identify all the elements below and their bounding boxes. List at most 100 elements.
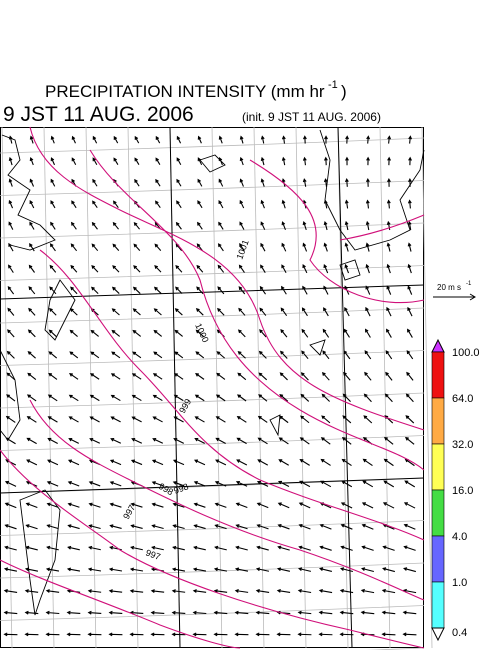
wind-arrow [407, 328, 413, 338]
wind-arrow [237, 372, 247, 381]
isobar-label: 997 [144, 547, 162, 562]
wind-arrow [175, 286, 183, 295]
wind-arrow [281, 135, 286, 144]
wind-arrow [8, 135, 13, 144]
wind-arrow [47, 394, 58, 402]
wind-arrow [215, 459, 227, 466]
wind-arrow [384, 393, 393, 403]
wind-arrow [194, 437, 205, 444]
wind-arrow [173, 416, 184, 423]
wind-arrow [218, 200, 224, 209]
wind-arrow [68, 416, 79, 423]
wind-arrow [341, 480, 353, 488]
wind-arrow [110, 373, 121, 380]
wind-arrow [365, 220, 370, 231]
wind-arrow [49, 264, 57, 273]
wind-arrow [92, 157, 98, 165]
wind-arrow [195, 329, 204, 338]
wind-arrow [302, 221, 307, 231]
colorbar-band [431, 489, 445, 537]
wind-arrow [407, 242, 412, 252]
wind-arrow [29, 221, 35, 230]
lon-line [127, 126, 139, 649]
wind-arrow [366, 178, 370, 187]
wind-arrow [88, 545, 101, 551]
wind-arrow [239, 199, 245, 209]
wind-arrow [47, 459, 59, 466]
wind-arrow [112, 265, 120, 273]
wind-arrow [323, 178, 328, 187]
wind-arrow [134, 157, 140, 165]
wind-arrow [5, 437, 16, 445]
wind-arrow [87, 632, 102, 637]
wind-scale-exponent: -1 [466, 281, 472, 287]
wind-arrow [323, 199, 328, 209]
colorbar-label: 4.0 [452, 531, 467, 543]
wind-arrow [150, 610, 165, 615]
wind-arrow [407, 285, 413, 295]
wind-arrow [318, 632, 333, 637]
wind-arrow [215, 416, 226, 423]
wind-arrow [69, 329, 78, 337]
wind-arrow [46, 502, 59, 508]
wind-arrow [3, 589, 18, 593]
wind-arrow [133, 221, 140, 230]
wind-arrow [67, 524, 80, 530]
wind-arrow [407, 199, 412, 209]
wind-arrow [217, 307, 225, 316]
wind-arrow [110, 416, 121, 423]
wind-arrow [387, 178, 391, 187]
wind-arrow [408, 135, 413, 144]
wind-arrow [89, 373, 100, 380]
wind-arrow [320, 480, 332, 488]
wind-arrow [300, 372, 309, 381]
wind-arrow [366, 135, 371, 144]
wind-arrow [239, 178, 244, 187]
wind-arrow [91, 243, 99, 252]
wind-arrow [297, 610, 312, 615]
wind-arrow [213, 610, 228, 615]
wind-arrow [322, 328, 330, 338]
wind-arrow [130, 502, 143, 508]
wind-arrow [302, 285, 308, 295]
wind-arrow [171, 589, 186, 593]
wind-arrow [281, 156, 286, 166]
lon-line [1, 126, 13, 649]
title: PRECIPITATION INTENSITY (mm hr [45, 82, 325, 101]
wind-arrow [280, 328, 288, 338]
wind-arrow [68, 394, 79, 402]
wind-arrow [45, 589, 60, 593]
wind-arrow [67, 502, 80, 508]
wind-arrow [302, 178, 307, 187]
wind-arrow [110, 438, 122, 444]
wind-arrow [318, 610, 333, 615]
wind-arrow [195, 372, 205, 380]
wind-arrow [29, 178, 35, 187]
isobar [339, 214, 425, 241]
wind-arrow [302, 156, 307, 166]
wind-arrow [302, 242, 308, 252]
init-time: (init. 9 JST 11 AUG. 2006) [242, 110, 381, 124]
wind-arrow [344, 199, 349, 209]
valid-time: 9 JST 11 AUG. 2006 [3, 103, 194, 126]
wind-arrow [129, 567, 144, 572]
wind-arrow [151, 524, 164, 530]
wind-arrow [340, 567, 354, 573]
wind-arrow [132, 351, 142, 359]
wind-arrow [403, 502, 416, 509]
wind-arrow [195, 351, 205, 359]
wind-arrow [26, 437, 37, 445]
graticule [0, 126, 433, 650]
colorbar-band [431, 581, 445, 629]
wind-arrow [131, 394, 142, 402]
wind-arrow [24, 589, 39, 593]
wind-arrow [343, 371, 351, 381]
wind-arrow [213, 632, 228, 637]
wind-arrow [234, 567, 249, 572]
wind-arrow [193, 481, 206, 487]
wind-arrow [155, 200, 161, 209]
wind-arrow [363, 415, 373, 424]
wind-arrow [386, 328, 392, 338]
wind-arrow [197, 135, 202, 144]
wind-arrow [153, 329, 163, 337]
